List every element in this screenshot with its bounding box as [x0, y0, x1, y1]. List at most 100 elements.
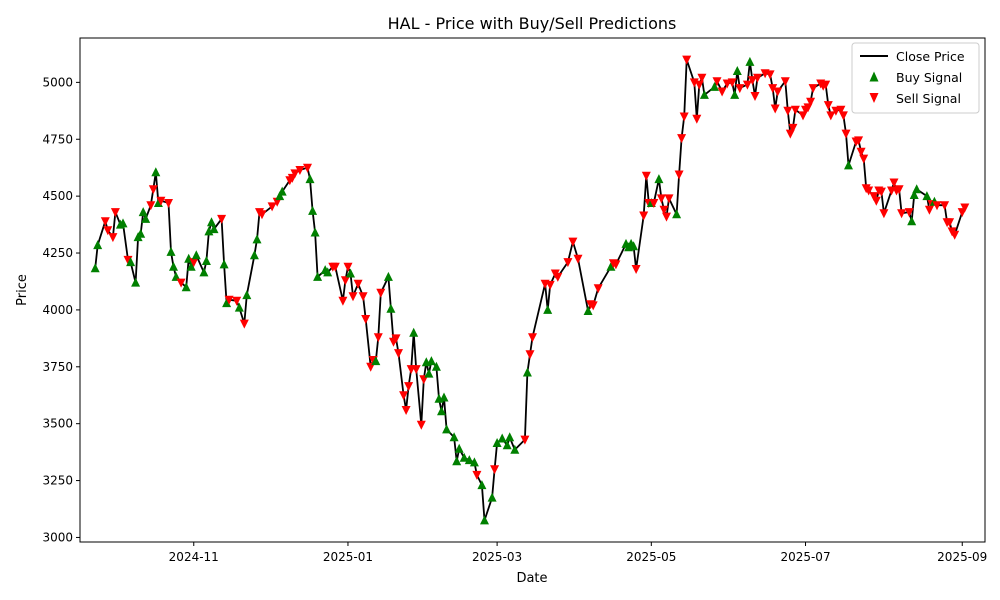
x-tick-label: 2025-05: [626, 550, 676, 564]
sell-signal-marker: [361, 315, 371, 324]
buy-signal-marker: [459, 452, 469, 462]
sell-signal-marker: [682, 55, 692, 65]
sell-signal-marker: [854, 136, 864, 146]
buy-signal-marker: [199, 267, 209, 277]
buy-signal-marker: [346, 268, 355, 278]
sell-signal-marker: [662, 212, 671, 222]
buy-signal-marker: [922, 191, 932, 201]
buy-signal-marker: [439, 392, 449, 402]
sell-signal-marker: [588, 301, 598, 311]
buy-signal-marker: [431, 361, 441, 371]
sell-signal-marker: [224, 295, 234, 305]
legend-sell-signal-marker: [869, 93, 879, 103]
sell-signal-marker: [735, 84, 745, 94]
sell-signal-marker: [217, 214, 227, 224]
sell-signal-marker: [664, 194, 674, 204]
buy-signal-marker: [583, 306, 593, 315]
sell-signal-marker: [239, 319, 249, 329]
buy-signal-marker: [219, 259, 229, 269]
buy-signal-marker: [249, 250, 259, 260]
sell-signal-marker: [747, 76, 757, 86]
sell-signal-marker: [856, 147, 866, 157]
sell-signal-marker: [358, 292, 368, 302]
sell-signal-marker: [768, 84, 778, 94]
sell-signal-marker: [674, 170, 684, 180]
sell-signal-marker: [659, 205, 669, 215]
x-tick-label: 2025-03: [472, 550, 522, 564]
sell-signal-marker: [876, 187, 886, 197]
buy-signal-marker: [502, 440, 512, 450]
sell-signal-marker: [100, 217, 110, 227]
sell-signal-marker: [611, 260, 621, 270]
buy-signal-marker: [424, 368, 434, 378]
sell-signal-marker: [838, 111, 848, 121]
sell-signal-marker: [871, 196, 881, 206]
buy-signal-marker: [629, 241, 639, 251]
buy-signal-marker: [166, 246, 176, 256]
buy-signal-marker: [672, 209, 682, 219]
buy-signal-marker: [907, 216, 917, 226]
buy-signal-marker: [204, 226, 214, 236]
y-tick-label: 3750: [42, 360, 73, 374]
sell-signal-marker: [568, 237, 578, 247]
buy-signal-marker: [323, 267, 333, 277]
buy-signal-marker: [169, 261, 178, 271]
buy-signal-marker: [606, 261, 616, 271]
sell-signal-marker: [904, 208, 914, 218]
axis-ticks: 3000 3250 3500 3750 4000 4250 4500 4750 5000 2024…: [42, 75, 987, 564]
legend-buy-signal-marker: [869, 71, 879, 82]
buy-signal-marker: [118, 218, 128, 228]
buy-signal-marker: [242, 290, 252, 300]
sell-signal-marker: [338, 296, 348, 306]
buy-signal-marker: [409, 327, 419, 337]
sell-signal-marker: [889, 178, 899, 188]
sell-signal-marker: [353, 279, 363, 289]
buy-signal-marker: [234, 302, 244, 312]
buy-signal-marker: [522, 367, 532, 377]
x-tick-label: 2025-07: [780, 550, 830, 564]
sell-signal-marker: [750, 92, 760, 101]
buy-signal-marker: [654, 174, 664, 184]
buy-signal-marker: [313, 271, 323, 281]
axes-frame: [79, 37, 986, 543]
sell-signal-marker: [267, 202, 277, 212]
buy-signal-marker: [207, 217, 216, 227]
chart-title: HAL - Price with Buy/Sell Predictions: [388, 14, 677, 33]
sell-signal-marker: [656, 194, 666, 204]
sell-signal-marker: [189, 258, 199, 268]
buy-signal-marker: [186, 261, 196, 271]
sell-signal-marker: [649, 199, 659, 208]
legend-close-price-label: Close Price: [896, 49, 965, 64]
sell-signal-marker: [780, 77, 790, 87]
buy-signal-marker: [449, 432, 459, 442]
sell-signal-marker: [394, 349, 403, 359]
sell-signal-marker: [770, 104, 780, 114]
buy-signal-marker: [543, 304, 553, 314]
sell-signal-marker: [897, 209, 907, 219]
sell-signal-marker: [859, 154, 869, 164]
sell-signal-marker: [330, 262, 340, 272]
sell-signal-marker: [373, 333, 383, 343]
sell-signal-marker: [788, 123, 798, 133]
sell-signal-marker: [340, 276, 350, 286]
buy-signal-marker: [305, 174, 315, 184]
buy-signal-marker: [492, 438, 502, 447]
sell-signal-marker: [290, 169, 300, 179]
sell-signal-marker: [808, 84, 818, 94]
buy-signal-marker: [505, 432, 515, 442]
sell-signal-marker: [679, 112, 689, 122]
sell-signal-marker: [821, 80, 831, 90]
sell-signal-marker: [864, 186, 874, 196]
sell-signal-marker: [765, 70, 775, 80]
sell-signal-marker: [823, 101, 833, 111]
sell-signal-marker: [960, 203, 970, 213]
buy-signal-marker: [510, 444, 520, 454]
buy-signal-marker: [141, 213, 151, 223]
buy-signal-marker: [209, 224, 219, 234]
buy-signal-marker: [201, 256, 211, 265]
sell-signal-marker: [146, 201, 156, 211]
sell-signal-marker: [545, 280, 555, 290]
buy-signal-marker: [745, 56, 755, 66]
buy-signal-marker: [181, 282, 191, 292]
